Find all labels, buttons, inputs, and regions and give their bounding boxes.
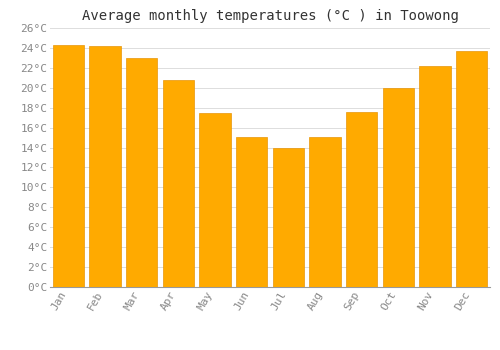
Bar	[420, 66, 450, 287]
Bar	[236, 136, 267, 287]
Bar	[53, 45, 84, 287]
Bar	[163, 80, 194, 287]
Bar	[310, 136, 340, 287]
Bar	[200, 113, 230, 287]
Title: Average monthly temperatures (°C ) in Toowong: Average monthly temperatures (°C ) in To…	[82, 9, 458, 23]
Bar	[382, 88, 414, 287]
Bar	[456, 51, 487, 287]
Bar	[273, 148, 304, 287]
Bar	[346, 112, 378, 287]
Bar	[126, 58, 157, 287]
Bar	[90, 46, 120, 287]
